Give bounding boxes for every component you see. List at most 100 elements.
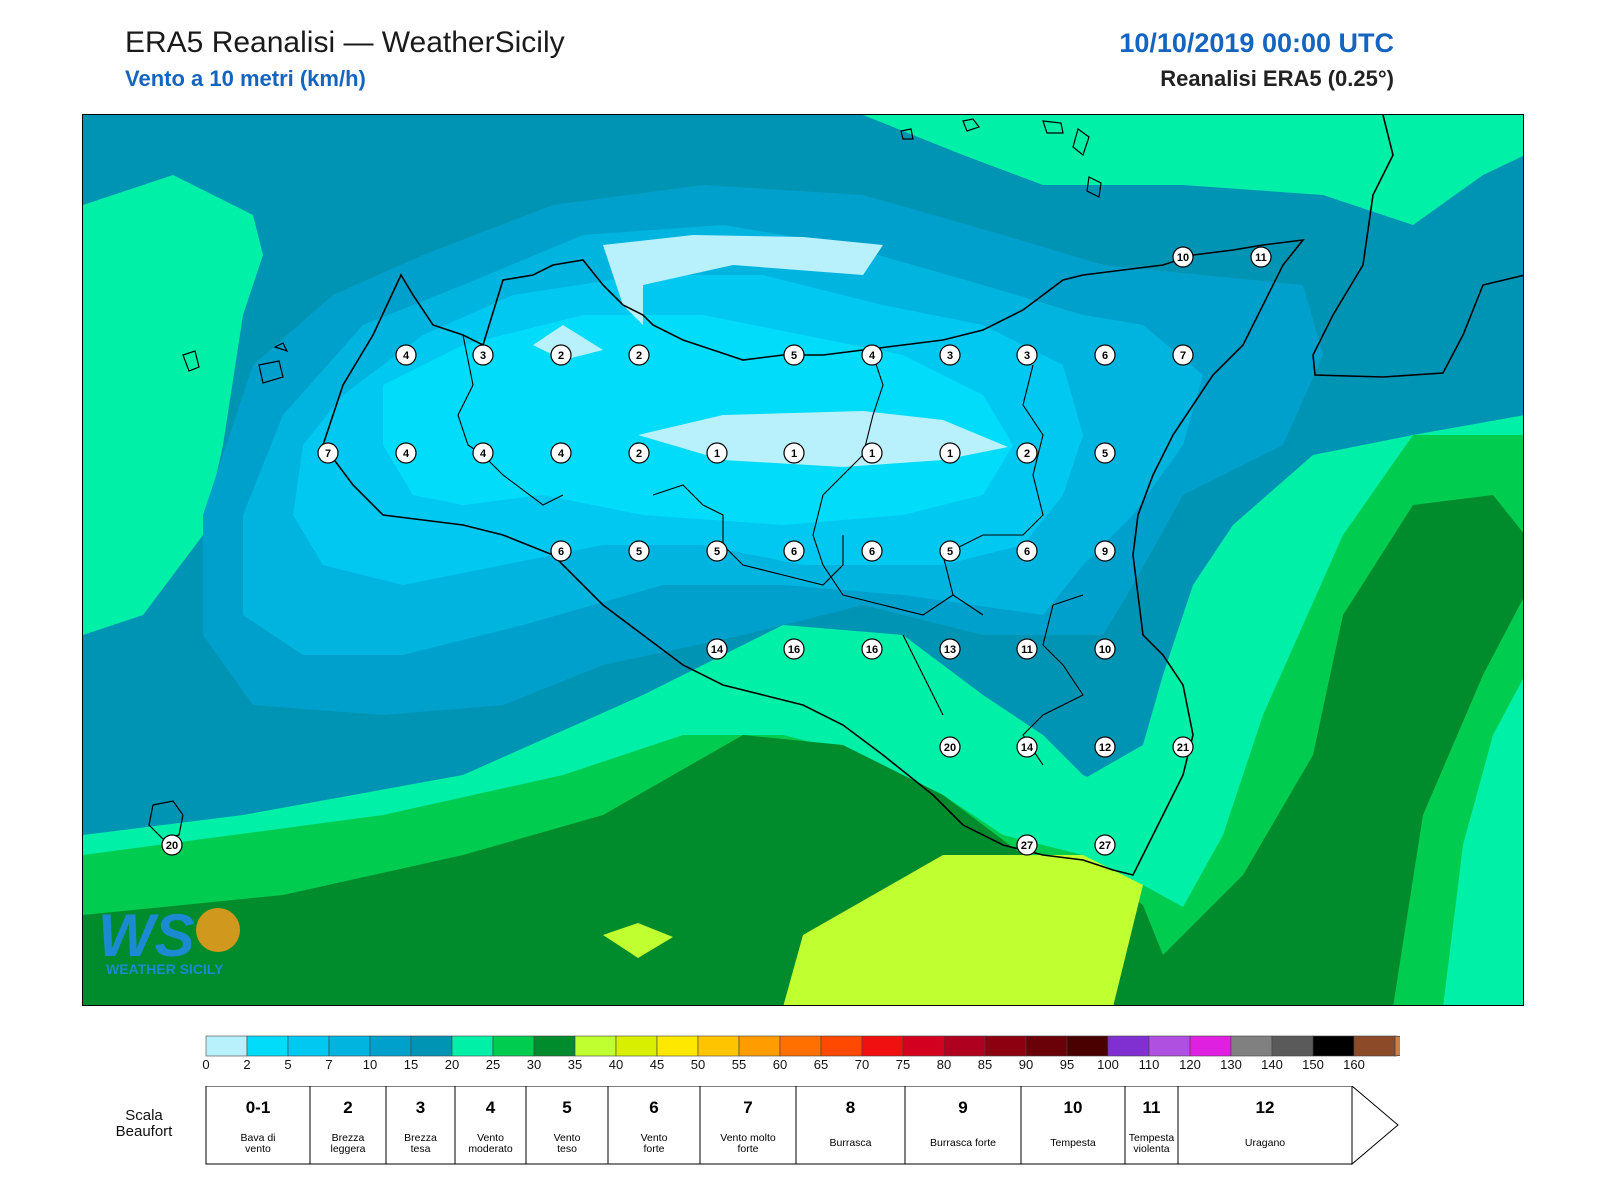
beaufort-label: Bava di (240, 1132, 275, 1144)
wind-station: 21 (1172, 736, 1194, 758)
colorbar-segment (779, 1035, 822, 1057)
wind-station-value: 27 (1099, 840, 1111, 852)
wind-station: 10 (1094, 638, 1116, 660)
wind-station: 2 (1016, 442, 1038, 464)
wind-station-value: 14 (711, 644, 724, 656)
wind-station-value: 2 (558, 350, 564, 362)
wind-station-value: 13 (944, 644, 956, 656)
colorbar-tick-label: 120 (1179, 1057, 1201, 1070)
svg-text:WEATHER SICILY: WEATHER SICILY (106, 961, 224, 977)
wind-station: 5 (706, 540, 728, 562)
wind-station: 4 (550, 442, 572, 464)
beaufort-label: Brezza (404, 1132, 437, 1144)
wind-station: 9 (1094, 540, 1116, 562)
wind-station: 6 (1016, 540, 1038, 562)
wind-station: 10 (1172, 246, 1194, 268)
beaufort-label: vento (245, 1143, 271, 1155)
wind-station: 7 (317, 442, 339, 464)
beaufort-label: Brezza (332, 1132, 365, 1144)
beaufort-label: violenta (1133, 1143, 1169, 1155)
wind-station-value: 16 (866, 644, 878, 656)
colorbar-segment (738, 1035, 781, 1057)
map-title: ERA5 Reanalisi — WeatherSicily (125, 26, 565, 59)
beaufort-label: Burrasca (829, 1137, 871, 1149)
band-0-2-patch (533, 325, 603, 360)
wind-station: 27 (1094, 834, 1116, 856)
colorbar-segment (943, 1035, 986, 1057)
colorbar-segment (984, 1035, 1027, 1057)
wind-station: 4 (472, 442, 494, 464)
weathersicily-logo: WS WEATHER SICILY (94, 900, 254, 983)
wind-station-value: 6 (869, 546, 875, 558)
wind-colorbar: 0 2 5 7 10 15 20 25 30 35 40 45 50 55 60 65 70 75 80 85 90 95… (0, 1030, 1482, 1075)
colorbar-tick-label: 5 (284, 1057, 291, 1070)
beaufort-label: Vento (554, 1132, 581, 1144)
wind-station: 1 (783, 442, 805, 464)
colorbar-tick-label: 25 (486, 1057, 500, 1070)
wind-station: 5 (628, 540, 650, 562)
colorbar-segment (1107, 1035, 1150, 1057)
wind-station-value: 10 (1099, 644, 1111, 656)
beaufort-box (699, 1085, 797, 1165)
beaufort-label: leggera (330, 1143, 365, 1155)
beaufort-number: 9 (958, 1098, 967, 1117)
wind-station: 20 (939, 736, 961, 758)
colorbar-segment (451, 1035, 494, 1057)
wind-station-value: 4 (403, 350, 410, 362)
beaufort-label: Burrasca forte (930, 1137, 996, 1149)
wind-station-value: 20 (944, 742, 956, 754)
wind-station-value: 6 (1024, 546, 1030, 558)
colorbar-segment (697, 1035, 740, 1057)
wind-station: 6 (550, 540, 572, 562)
wind-station-value: 4 (869, 350, 876, 362)
wind-station-value: 4 (403, 448, 410, 460)
colorbar-tick-label: 20 (445, 1057, 459, 1070)
colorbar-segment (492, 1035, 535, 1057)
colorbar-tick-label: 140 (1261, 1057, 1283, 1070)
wind-station: 12 (1094, 736, 1116, 758)
beaufort-label: tesa (411, 1143, 431, 1155)
wind-station: 3 (939, 344, 961, 366)
colorbar-tick-label: 150 (1302, 1057, 1324, 1070)
wind-station: 7 (1172, 344, 1194, 366)
colorbar-tick-label: 2 (243, 1057, 250, 1070)
beaufort-label: Uragano (1245, 1137, 1285, 1149)
wind-station-value: 7 (1180, 350, 1186, 362)
wind-station: 2 (550, 344, 572, 366)
wind-contours: 10 114 3 2 2 5 4 3 3 6 77 4 4 4 2 1 1 1 1 2 56 5 5 6 6 5 6 914 16 16 1… (83, 115, 1523, 1005)
colorbar-segment (1230, 1035, 1273, 1057)
colorbar-segment (1148, 1035, 1191, 1057)
wind-station-value: 1 (714, 448, 720, 460)
wind-station: 13 (939, 638, 961, 660)
wind-station-value: 3 (480, 350, 486, 362)
colorbar-tick-label: 55 (732, 1057, 746, 1070)
wind-station: 5 (1094, 442, 1116, 464)
colorbar-segment (369, 1035, 412, 1057)
wind-station: 14 (1016, 736, 1038, 758)
wind-station: 2 (628, 442, 650, 464)
wind-station: 16 (861, 638, 883, 660)
wind-station-value: 5 (714, 546, 720, 558)
beaufort-label: forte (643, 1143, 664, 1155)
wind-station: 3 (1016, 344, 1038, 366)
colorbar-tick-label: 60 (773, 1057, 787, 1070)
wind-station: 5 (939, 540, 961, 562)
wind-station-value: 1 (869, 448, 875, 460)
wind-station: 4 (395, 344, 417, 366)
egadi-islands (182, 342, 289, 384)
beaufort-label: Vento (641, 1132, 668, 1144)
colorbar-segment (1189, 1035, 1232, 1057)
beaufort-number: 6 (649, 1098, 658, 1117)
aeolian-islands (962, 118, 1102, 198)
beaufort-label: Vento molto (720, 1132, 776, 1144)
beaufort-number: 4 (486, 1098, 496, 1117)
wind-station-value: 4 (480, 448, 487, 460)
wind-station: 11 (1016, 638, 1038, 660)
wind-map: 10 11 4 3 2 2 5 4 3 3 6 7 7 4 4 4 2 1 1 1 1 2 5 6 5 5 6 6 5 6 9 14 16 16 1… (82, 114, 1524, 1006)
band-0-2-north (603, 235, 883, 325)
wind-station: 16 (783, 638, 805, 660)
beaufort-number: 2 (343, 1098, 352, 1117)
colorbar-tick-label: 100 (1097, 1057, 1119, 1070)
svg-text:WS: WS (98, 902, 195, 969)
band-0-2-center (638, 411, 1008, 467)
